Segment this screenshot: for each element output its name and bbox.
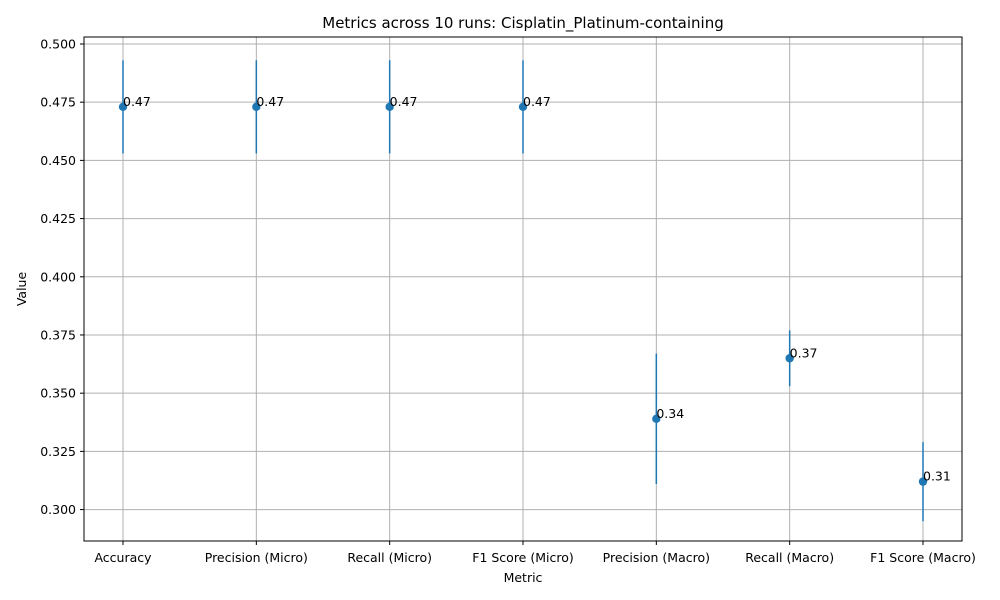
data-labels: 0.47 0.47 0.47 0.47 0.34 0.37 0.31 (123, 94, 951, 484)
chart-title: Metrics across 10 runs: Cisplatin_Platin… (322, 14, 724, 33)
x-tick-label: F1 Score (Macro) (870, 550, 976, 565)
data-label: 0.47 (390, 94, 418, 109)
y-tick-label: 0.325 (40, 444, 76, 459)
data-label: 0.37 (790, 345, 818, 360)
x-tick-label: Recall (Macro) (745, 550, 834, 565)
x-tick-label: Recall (Micro) (347, 550, 432, 565)
data-points (118, 102, 928, 486)
data-point (252, 102, 261, 112)
data-label: 0.47 (523, 94, 551, 109)
data-label: 0.31 (923, 469, 951, 484)
ticks: Accuracy Precision (Micro) Recall (Micro) F… (40, 36, 976, 565)
y-tick-label: 0.400 (40, 269, 76, 284)
x-tick-label: Accuracy (94, 550, 152, 565)
data-point (652, 414, 661, 423)
y-axis-label: Value (14, 272, 29, 307)
data-label: 0.47 (123, 94, 151, 109)
grid (84, 37, 962, 541)
y-tick-label: 0.300 (40, 502, 76, 517)
y-tick-label: 0.475 (40, 95, 76, 110)
data-point (918, 477, 928, 486)
x-tick-label: Precision (Micro) (205, 550, 308, 565)
y-tick-label: 0.375 (40, 327, 76, 342)
data-label: 0.47 (256, 94, 284, 109)
y-tick-label: 0.450 (40, 153, 76, 168)
data-point (118, 102, 128, 112)
data-point (518, 102, 528, 112)
y-tick-label: 0.350 (40, 386, 76, 401)
x-tick-label: Precision (Macro) (603, 550, 710, 565)
data-point (385, 102, 394, 112)
x-tick-label: F1 Score (Micro) (472, 550, 574, 565)
data-label: 0.34 (656, 406, 684, 421)
y-tick-label: 0.425 (40, 211, 76, 226)
data-point (785, 354, 794, 363)
y-tick-label: 0.500 (40, 36, 76, 51)
x-axis-label: Metric (504, 570, 543, 585)
